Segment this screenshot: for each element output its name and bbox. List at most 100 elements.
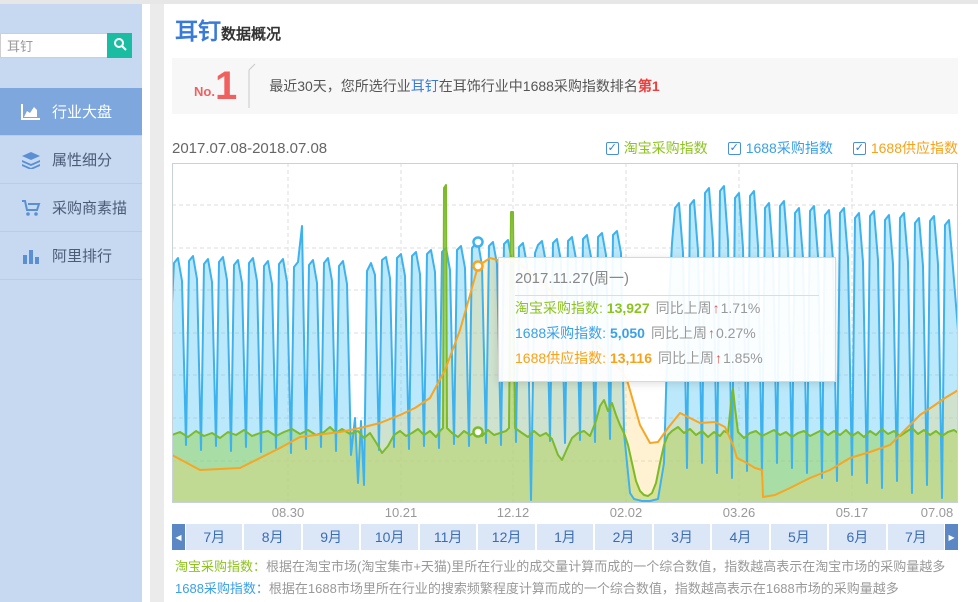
tooltip-percent: 1.71% — [720, 300, 761, 316]
tooltip-series-value: 13,116 — [609, 350, 652, 366]
rank-text-rank: 第1 — [637, 78, 660, 94]
sidebar-item-ali-ranking[interactable]: 阿里排行 — [0, 232, 142, 280]
month-next-button[interactable]: ▶ — [945, 524, 959, 550]
month-tab-12[interactable]: 6月 — [829, 524, 886, 550]
month-tab-1[interactable]: 7月 — [186, 524, 243, 550]
hover-marker — [472, 426, 484, 438]
top-strip — [0, 0, 978, 4]
rank-no-label: No. — [194, 84, 215, 99]
up-arrow-icon: ↑ — [712, 300, 720, 316]
month-tab-5[interactable]: 11月 — [419, 524, 477, 550]
tooltip-rows: 淘宝采购指数: 13,927 同比上周↑1.71% 1688采购指数: 5,050 同… — [515, 296, 819, 371]
chart-tooltip: 2017.11.27(周一) 淘宝采购指数: 13,927 同比上周↑1.71% 1… — [498, 257, 836, 382]
footnotes: 淘宝采购指数：根据在淘宝市场(淘宝集市+天猫)里所在行业的成交量计算而成的一个综… — [175, 556, 965, 600]
footnote-text: 根据在1688市场里所在行业的搜索频繁程度计算而成的一个综合数值，指数越高表示在… — [268, 581, 899, 596]
month-tab-2[interactable]: 8月 — [244, 524, 301, 550]
legend-item-1688-supply-index[interactable]: ✓ 1688供应指数 — [852, 138, 958, 158]
month-prev-button[interactable]: ◀ — [172, 524, 185, 550]
sidebar-item-buyer-sketch[interactable]: 采购商素描 — [0, 184, 142, 232]
cart-icon — [20, 198, 42, 218]
footnote-line: 淘宝采购指数：根据在淘宝市场(淘宝集市+天猫)里所在行业的成交量计算而成的一个综… — [175, 556, 965, 578]
month-tab-4[interactable]: 10月 — [361, 524, 418, 550]
rank-text-prefix: 最近30天，您所选行业 — [269, 78, 411, 94]
sidebar-item-label: 属性细分 — [52, 152, 113, 169]
rank-text-keyword: 耳钉 — [410, 78, 439, 94]
x-tick-label: 08.30 — [271, 505, 305, 520]
tooltip-series-value: 13,927 — [606, 300, 650, 316]
footnote-text: 根据在淘宝市场(淘宝集市+天猫)里所在行业的成交量计算而成的一个综合数值，指数越… — [266, 559, 946, 574]
x-axis-labels: 08.30 10.21 12.12 02.02 03.26 05.17 07.08 — [172, 505, 958, 521]
search-button[interactable] — [107, 33, 132, 58]
legend-label: 1688供应指数 — [870, 140, 958, 156]
x-tick-label: 02.02 — [609, 505, 643, 520]
month-tab-3[interactable]: 9月 — [302, 524, 360, 550]
footnote-label: 淘宝采购指数： — [175, 559, 267, 574]
up-arrow-icon: ↑ — [715, 350, 722, 366]
month-tab-6[interactable]: 12月 — [478, 524, 535, 550]
search-row — [0, 33, 132, 58]
month-tab-10[interactable]: 4月 — [712, 524, 769, 550]
tooltip-row: 1688供应指数: 13,116 同比上周↑1.85% — [515, 346, 819, 371]
month-tab-7[interactable]: 1月 — [536, 524, 594, 550]
legend-label: 1688采购指数 — [745, 140, 833, 156]
plot-border — [172, 163, 958, 503]
tooltip-compare-label: 同比上周 — [655, 300, 712, 316]
x-tick-label: 05.17 — [835, 505, 869, 520]
sidebar-item-label: 行业大盘 — [52, 104, 113, 121]
hover-marker — [472, 236, 484, 248]
series-area-1688-purchase-index — [172, 186, 958, 503]
layers-icon — [20, 150, 42, 170]
checkbox-checked-icon[interactable]: ✓ — [727, 141, 741, 155]
tooltip-series-label: 1688供应指数: — [515, 350, 610, 366]
footnote-line: 1688采购指数：根据在1688市场里所在行业的搜索频繁程度计算而成的一个综合数… — [175, 578, 965, 600]
checkbox-checked-icon[interactable]: ✓ — [852, 141, 866, 155]
rank-number: 1 — [214, 64, 238, 108]
sidebar-item-label: 采购商素描 — [52, 200, 128, 217]
series-line-1688-purchase-index — [172, 185, 958, 502]
rank-banner: No. 1 最近30天，您所选行业耳钉在耳饰行业中1688采购指数排名第1 — [172, 58, 958, 114]
x-tick-label: 03.26 — [722, 505, 756, 520]
month-tab-13[interactable]: 7月 — [887, 524, 945, 550]
tooltip-title: 2017.11.27(周一) — [515, 267, 819, 296]
hover-marker — [472, 260, 484, 272]
area-chart-icon — [20, 102, 42, 122]
tooltip-percent: 0.27% — [715, 325, 756, 341]
series-area-taobao-purchase-index — [172, 185, 958, 503]
chart-plot[interactable]: 2017.11.27(周一) 淘宝采购指数: 13,927 同比上周↑1.71% 1… — [172, 163, 958, 503]
rank-text: 最近30天，您所选行业耳钉在耳饰行业中1688采购指数排名第1 — [269, 76, 660, 96]
sidebar-item-industry-market[interactable]: 行业大盘 — [0, 88, 142, 136]
sidebar-item-attribute-detail[interactable]: 属性细分 — [0, 136, 142, 184]
month-bar: ◀ 7月 8月 9月 10月 11月 12月 1月 2月 3月 4月 5月 6月 7月 ▶ — [172, 524, 959, 550]
tooltip-series-value: 5,050 — [609, 325, 645, 341]
legend-item-taobao-purchase-index[interactable]: ✓ 淘宝采购指数 — [605, 138, 708, 158]
tooltip-row: 淘宝采购指数: 13,927 同比上周↑1.71% — [515, 296, 819, 321]
sidebar-menu: 行业大盘属性细分采购商素描阿里排行 — [0, 88, 142, 280]
checkbox-checked-icon[interactable]: ✓ — [605, 141, 619, 155]
chart-legend: ✓ 淘宝采购指数 ✓ 1688采购指数 ✓ 1688供应指数 — [586, 138, 958, 158]
date-range: 2017.07.08-2018.07.08 — [172, 139, 328, 157]
x-tick-label: 12.12 — [496, 505, 530, 520]
chart-header: 2017.07.08-2018.07.08 ✓ 淘宝采购指数 ✓ 1688采购指数 ✓ 1… — [172, 138, 958, 158]
rank-no: No. 1 — [194, 64, 238, 108]
month-tab-9[interactable]: 3月 — [653, 524, 711, 550]
month-tab-8[interactable]: 2月 — [595, 524, 652, 550]
tooltip-percent: 1.85% — [723, 350, 763, 366]
banner-divider-icon — [247, 60, 257, 113]
rank-text-middle: 在耳饰行业中1688采购指数排名 — [438, 78, 638, 94]
footnote-label: 1688采购指数： — [175, 581, 269, 596]
x-tick-label: 10.21 — [384, 505, 418, 520]
month-tab-11[interactable]: 5月 — [770, 524, 828, 550]
tooltip-compare-label: 同比上周 — [650, 325, 707, 341]
search-input[interactable] — [0, 33, 107, 58]
x-tick-label: 07.08 — [920, 505, 954, 520]
series-line-taobao-purchase-index — [172, 184, 958, 497]
bar-chart-icon — [20, 246, 42, 266]
tooltip-series-label: 1688采购指数: — [515, 325, 610, 341]
legend-label: 淘宝采购指数 — [623, 140, 708, 156]
tooltip-compare-label: 同比上周 — [658, 350, 714, 366]
search-icon — [113, 37, 127, 54]
legend-item-1688-purchase-index[interactable]: ✓ 1688采购指数 — [727, 138, 833, 158]
tooltip-row: 1688采购指数: 5,050 同比上周↑0.27% — [515, 321, 819, 346]
